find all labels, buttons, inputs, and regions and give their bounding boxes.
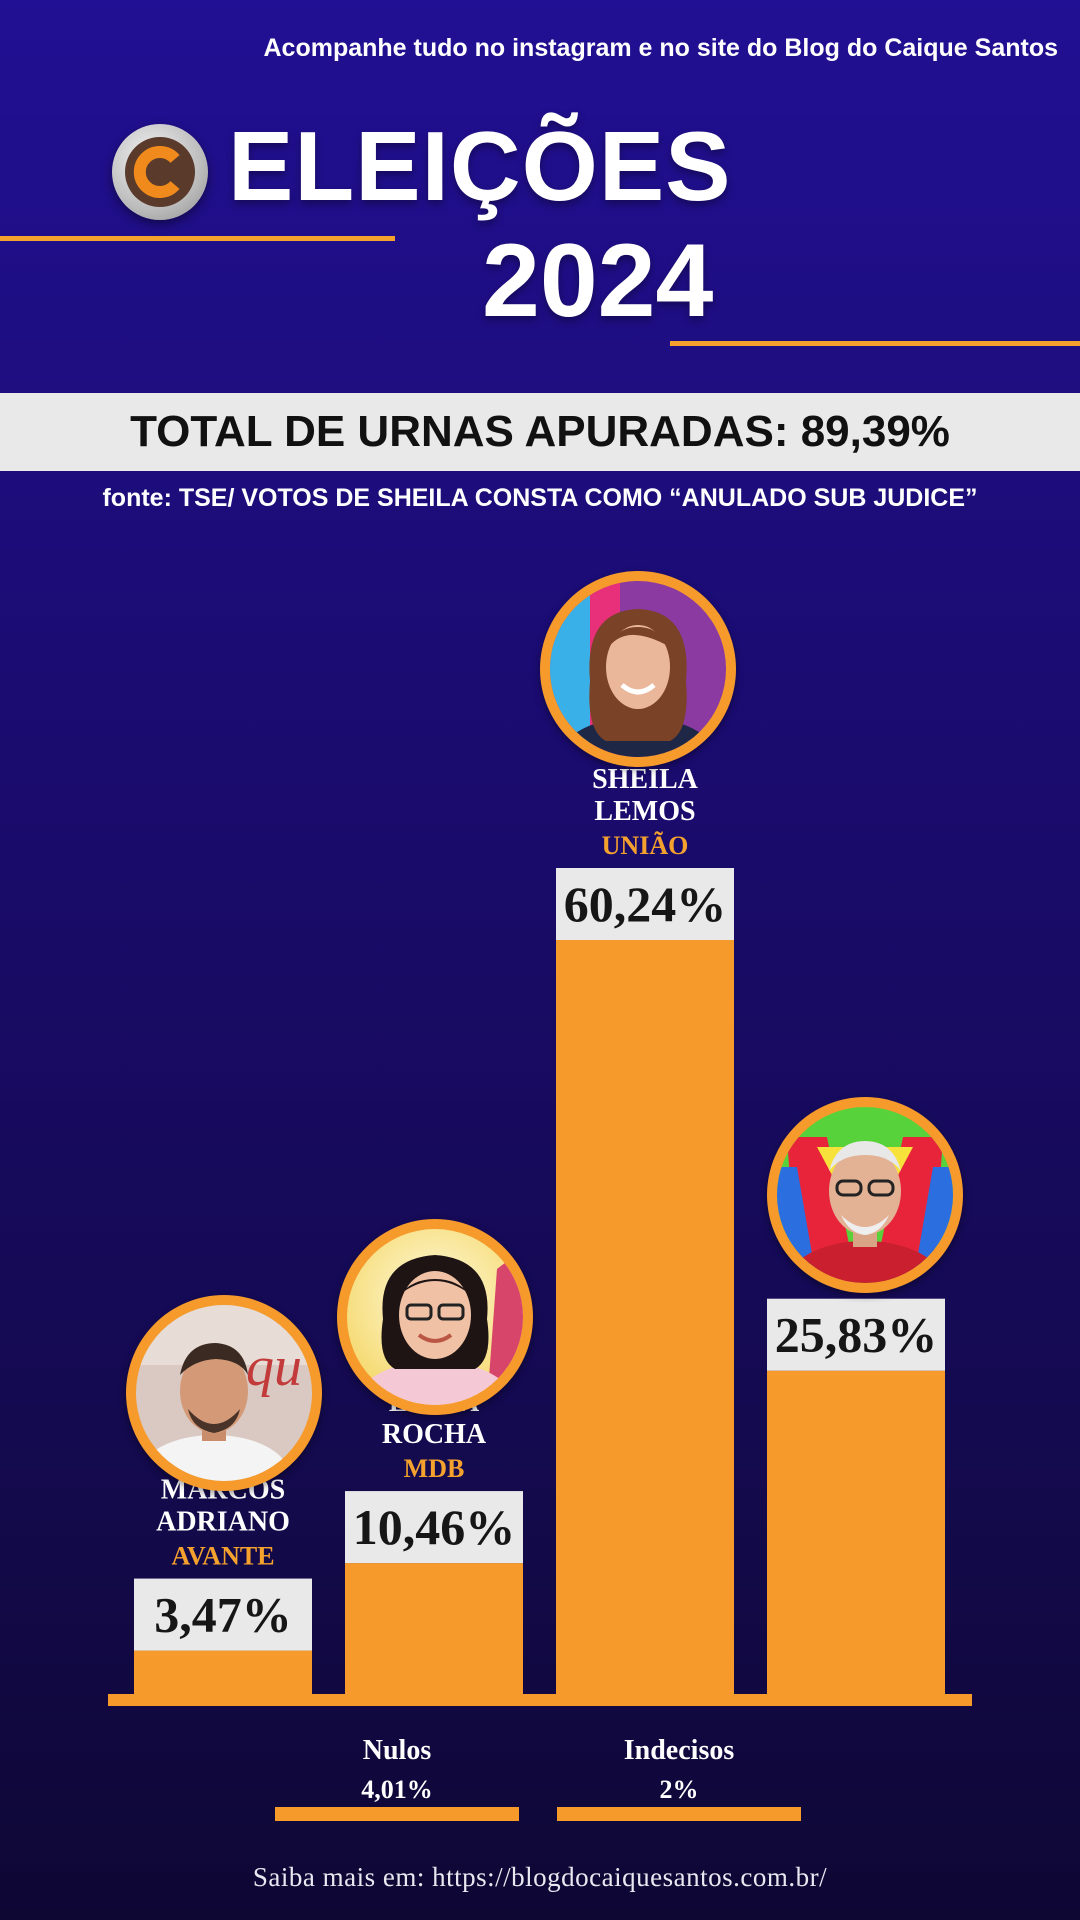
extra-label-1: Indecisos	[624, 1735, 735, 1766]
extra-bar-0	[275, 1807, 519, 1821]
candidate-name-line2-0: ADRIANO	[156, 1507, 290, 1538]
value-label-2: 60,24%	[564, 876, 727, 932]
candidate-name-line2-2: LEMOS	[594, 796, 695, 827]
value-label-3: 25,83%	[775, 1307, 938, 1363]
value-label-box-3	[767, 1298, 945, 1371]
footer-link[interactable]: Saiba mais em: https://blogdocaiquesanto…	[252, 1862, 828, 1892]
candidate-photo-marcos: qu	[126, 1295, 322, 1491]
caique-santos-logo-icon	[112, 124, 208, 220]
title-year: 2024	[482, 223, 714, 339]
party-label-2: UNIÃO	[602, 831, 689, 860]
candidate-photo-sheila	[540, 571, 736, 767]
extra-value-1: 2%	[660, 1775, 699, 1804]
bar-2	[556, 940, 734, 1694]
party-label-1: MDB	[404, 1454, 465, 1483]
urnas-apuradas-text: TOTAL DE URNAS APURADAS: 89,39%	[130, 407, 950, 456]
chart-baseline	[108, 1694, 972, 1706]
top-note: Acompanhe tudo no instagram e no site do…	[263, 34, 1059, 62]
bar-1	[345, 1563, 523, 1694]
party-label-0: AVANTE	[171, 1542, 274, 1571]
candidate-photo-lucia	[337, 1219, 533, 1415]
value-label-1: 10,46%	[353, 1499, 516, 1555]
title-eleicoes: ELEIÇÕES	[228, 111, 732, 221]
header-divider-left	[0, 236, 395, 241]
extra-bar-1	[557, 1807, 801, 1821]
value-label-box-1	[345, 1491, 523, 1564]
bar-0	[134, 1650, 312, 1694]
candidate-photo-waldenor	[767, 1097, 963, 1293]
header-divider-right	[670, 341, 1080, 346]
candidate-name-line1-2: SHEILA	[592, 764, 699, 795]
urnas-apuradas-banner: TOTAL DE URNAS APURADAS: 89,39%	[0, 393, 1080, 471]
value-label-box-2	[556, 868, 734, 940]
extra-value-0: 4,01%	[361, 1775, 433, 1804]
source-note: fonte: TSE/ VOTOS DE SHEILA CONSTA COMO …	[102, 484, 978, 512]
value-label-box-0	[134, 1578, 312, 1651]
bar-3	[767, 1370, 945, 1694]
extra-label-0: Nulos	[363, 1735, 432, 1766]
candidate-name-line2-1: ROCHA	[382, 1419, 487, 1450]
svg-text:qu: qu	[246, 1336, 302, 1398]
value-label-0: 3,47%	[154, 1587, 292, 1643]
